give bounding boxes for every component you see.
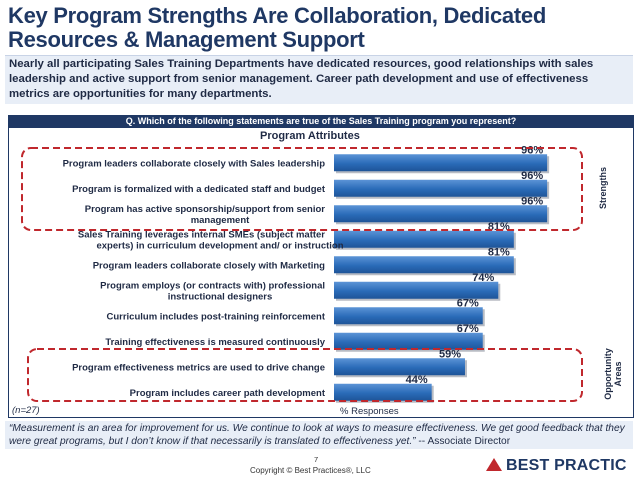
- logo-text: BEST PRACTIC: [506, 457, 627, 474]
- opportunity-areas-label: Opportunity Areas: [603, 348, 623, 400]
- bar-value-label: 44%: [406, 374, 428, 386]
- chart-title: Program Attributes: [260, 130, 360, 142]
- category-label-line: Curriculum includes post-training reinfo…: [106, 311, 325, 322]
- logo-mark-icon: [486, 458, 502, 471]
- category-label-line: Training effectiveness is measured conti…: [105, 337, 325, 348]
- quote-text: “Measurement is an area for improvement …: [9, 423, 625, 447]
- bar-value-label: 96%: [521, 144, 543, 156]
- category-label: Program includes career path development: [130, 388, 326, 399]
- subtitle-background: [5, 55, 633, 104]
- bar-value-label: 81%: [488, 246, 510, 258]
- x-axis-label: % Responses: [340, 406, 399, 417]
- bar-value-label: 81%: [488, 221, 510, 233]
- category-label-line: Sales Training leverages internal SMEs (…: [78, 229, 325, 240]
- category-label-line: instructional designers: [168, 291, 273, 302]
- bar: [334, 154, 548, 172]
- category-label-line: management: [191, 215, 250, 226]
- bar: [334, 205, 548, 223]
- bar: [334, 281, 499, 299]
- category-label-line: Program employs (or contracts with) prof…: [100, 280, 325, 291]
- bar: [334, 179, 548, 197]
- bar: [334, 383, 432, 401]
- bar: [334, 256, 514, 274]
- category-label-line: Program includes career path development: [130, 388, 326, 399]
- bar-value-label: 96%: [521, 195, 543, 207]
- copyright: Copyright © Best Practices®, LLC: [250, 466, 371, 475]
- company-logo: BEST PRACTIC: [486, 457, 627, 475]
- bar: [334, 230, 514, 248]
- category-label: Program has active sponsorship/support f…: [85, 204, 325, 226]
- category-label: Program leaders collaborate closely with…: [93, 260, 325, 271]
- category-label-line: Program leaders collaborate closely with…: [93, 260, 325, 271]
- bar: [334, 358, 465, 376]
- sample-size: (n=27): [12, 405, 40, 416]
- page-title: Key Program Strengths Are Collaboration,…: [8, 3, 546, 52]
- page-number: 7: [314, 455, 319, 464]
- bar-value-label: 74%: [472, 272, 494, 284]
- quote: “Measurement is an area for improvement …: [9, 422, 631, 448]
- category-label-line: experts) in curriculum development and/ …: [96, 240, 343, 251]
- chart-frame: [8, 128, 634, 418]
- bar-value-label: 59%: [439, 348, 461, 360]
- strengths-highlight-box: [21, 147, 583, 231]
- subtitle: Nearly all participating Sales Training …: [9, 58, 594, 100]
- quote-background: [5, 421, 633, 449]
- question-banner: Q. Which of the following statements are…: [8, 115, 634, 128]
- strengths-label: Strengths: [598, 167, 608, 210]
- category-label-line: Program leaders collaborate closely with…: [63, 158, 326, 169]
- bar-value-label: 67%: [457, 323, 479, 335]
- category-label: Program is formalized with a dedicated s…: [72, 184, 326, 195]
- category-label-line: Program is formalized with a dedicated s…: [72, 184, 326, 195]
- category-label: Program employs (or contracts with) prof…: [100, 280, 325, 302]
- category-label: Sales Training leverages internal SMEs (…: [78, 229, 344, 251]
- category-label-line: Program has active sponsorship/support f…: [85, 204, 325, 215]
- bar-value-label: 67%: [457, 297, 479, 309]
- quote-attribution: -- Associate Director: [415, 436, 511, 447]
- opportunity-highlight-box: [27, 348, 583, 402]
- category-label: Curriculum includes post-training reinfo…: [106, 311, 325, 322]
- bar: [334, 307, 483, 325]
- category-label: Program effectiveness metrics are used t…: [72, 362, 325, 373]
- category-label-line: Program effectiveness metrics are used t…: [72, 362, 325, 373]
- category-label: Training effectiveness is measured conti…: [105, 337, 325, 348]
- bar-value-label: 96%: [521, 170, 543, 182]
- bar: [334, 332, 483, 350]
- category-label: Program leaders collaborate closely with…: [63, 158, 326, 169]
